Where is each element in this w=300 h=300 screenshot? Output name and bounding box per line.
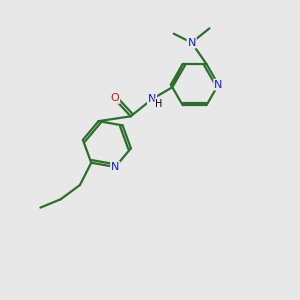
Text: O: O [111,93,119,103]
Text: N: N [214,80,223,90]
Text: N: N [111,162,119,172]
Text: N: N [148,94,156,104]
Text: N: N [188,38,196,48]
Text: H: H [155,98,162,109]
